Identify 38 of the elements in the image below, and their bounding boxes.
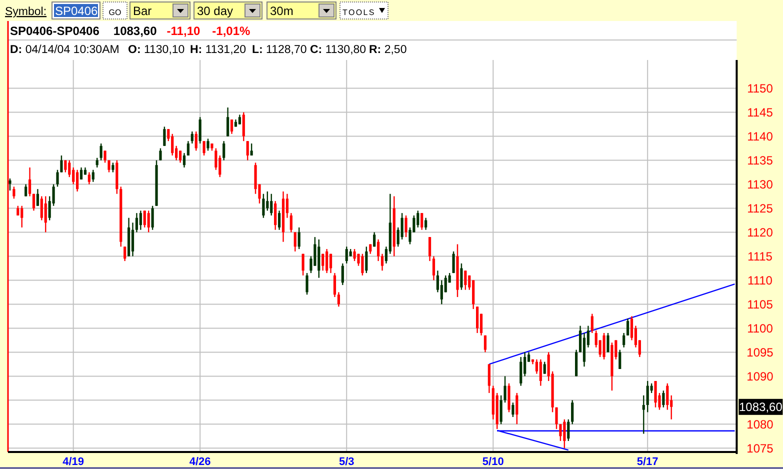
text: GO <box>108 8 122 17</box>
text: C: 1130,80 <box>310 44 366 56</box>
y-tick-label: 1140 <box>747 129 774 144</box>
y-tick-label: 1110 <box>748 273 773 288</box>
text: 1083,60 <box>113 24 158 38</box>
x-tick-label: 5/3 <box>338 456 354 468</box>
text: -1,01% <box>212 24 251 38</box>
y-tick-label: 1145 <box>747 106 774 120</box>
y-tick-label: 1090 <box>746 369 774 384</box>
text: TOOLS <box>342 8 376 17</box>
chart-title: SP0406-SP0406 <box>10 24 100 38</box>
y-tick-label: 1130 <box>747 177 774 192</box>
y-tick-label: 1115 <box>748 249 773 264</box>
y-tick-label: 1100 <box>747 321 774 336</box>
text: D: 04/14/04 10:30AM <box>10 44 120 56</box>
text: L: 1128,70 <box>252 44 307 56</box>
text: Symbol: <box>5 6 47 18</box>
text: -11,10 <box>166 24 200 38</box>
y-tick-label: 1080 <box>746 417 774 432</box>
text: H: 1131,20 <box>190 44 246 56</box>
y-tick-label: 1135 <box>747 153 774 168</box>
y-tick-label: 1150 <box>747 82 774 96</box>
y-tick-label: 1075 <box>746 441 774 456</box>
y-tick-label: 1095 <box>746 345 774 360</box>
annotation: 1083,60 <box>739 400 783 414</box>
x-tick-label: 5/17 <box>636 456 658 468</box>
text: O: 1130,10 <box>128 44 185 56</box>
x-tick-label: 4/19 <box>62 456 84 468</box>
y-tick-label: 1125 <box>747 201 774 216</box>
text: SP0406 <box>55 4 98 18</box>
text: R: 2,50 <box>369 44 407 56</box>
y-tick-label: 1120 <box>747 225 774 240</box>
text: 30m <box>270 4 294 18</box>
x-tick-label: 5/10 <box>482 456 504 468</box>
x-tick-label: 4/26 <box>189 456 211 468</box>
text: Bar <box>133 4 152 18</box>
y-tick-label: 1105 <box>747 297 774 312</box>
text: 30 day <box>197 4 234 18</box>
